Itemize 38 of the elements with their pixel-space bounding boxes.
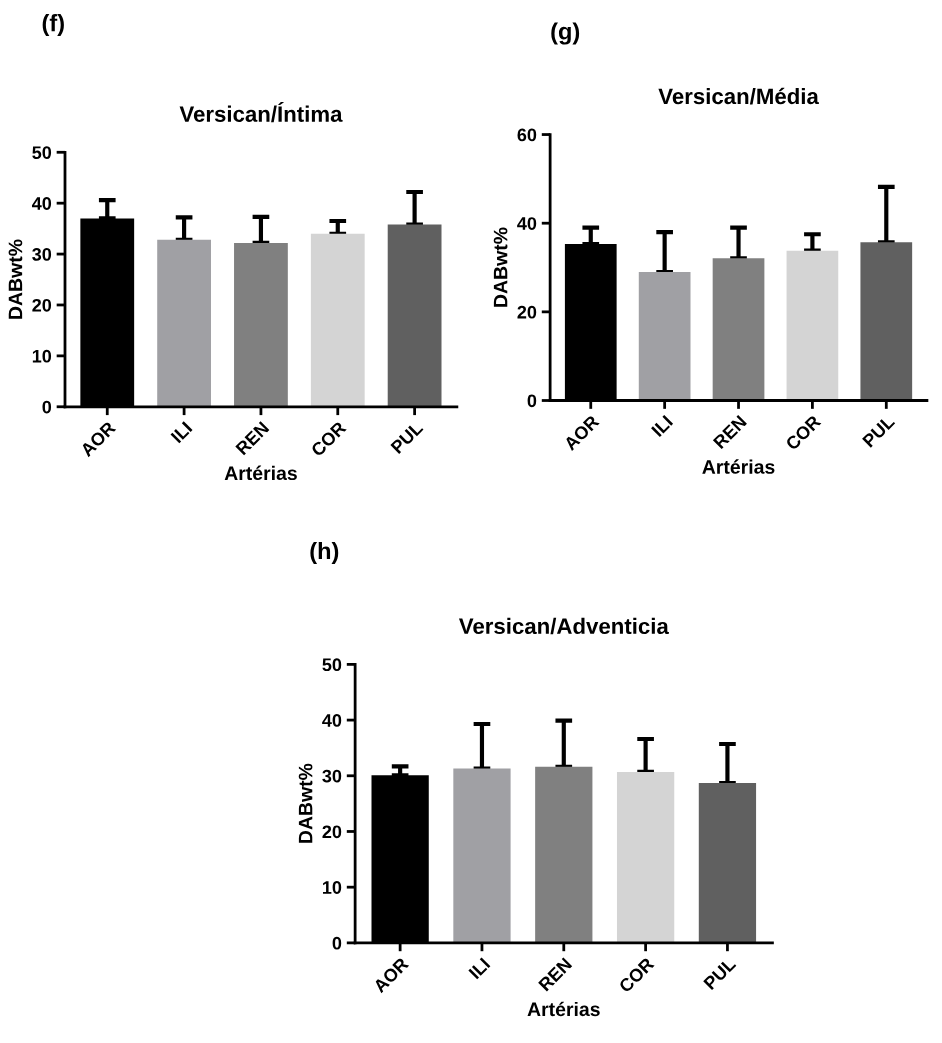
y-tick-label: 40 (322, 714, 342, 727)
y-axis-title: DABwt% (8, 239, 23, 319)
x-axis-title: Artérias (224, 465, 297, 481)
text: (h) (310, 541, 339, 564)
x-tick-label: PUL (862, 414, 896, 448)
y-tick-label: 0 (42, 400, 52, 414)
chart-title: Versican/Adventicia (458, 617, 669, 635)
y-tick-label: 50 (32, 146, 52, 159)
y-tick-label: 40 (517, 217, 537, 230)
y-tick-label: 60 (517, 128, 537, 142)
x-tick-label: ILI (468, 957, 491, 980)
x-tick-label: ILI (651, 415, 674, 437)
bar (387, 224, 442, 407)
y-tick-label: 30 (322, 769, 342, 783)
y-axis-title: DABwt% (493, 227, 508, 307)
x-axis-title: Artérias (527, 1001, 600, 1017)
x-tick-label: PUL (703, 956, 737, 991)
text: (f) (42, 14, 64, 37)
chart-title: Versican/Íntima (179, 102, 343, 123)
y-tick-label: 50 (322, 658, 342, 672)
y-tick-label: 20 (517, 305, 537, 319)
bar (234, 242, 288, 407)
y-tick-label: 20 (32, 298, 52, 312)
y-tick-label: 20 (322, 825, 342, 839)
y-tick-label: 0 (332, 936, 342, 950)
bar (310, 233, 365, 407)
y-axis-title: DABwt% (298, 763, 313, 843)
y-tick-label: 30 (32, 248, 52, 261)
y-tick-label: 40 (32, 197, 52, 210)
x-axis-title: Artérias (702, 459, 775, 474)
bar (157, 239, 211, 407)
text: (g) (551, 22, 580, 45)
chart-title: Versican/Média (658, 87, 819, 105)
x-tick-label: ILI (170, 421, 193, 444)
x-tick-label: PUL (390, 420, 424, 455)
y-tick-label: 10 (32, 349, 52, 363)
y-tick-label: 0 (527, 394, 537, 408)
y-tick-label: 10 (323, 881, 342, 894)
